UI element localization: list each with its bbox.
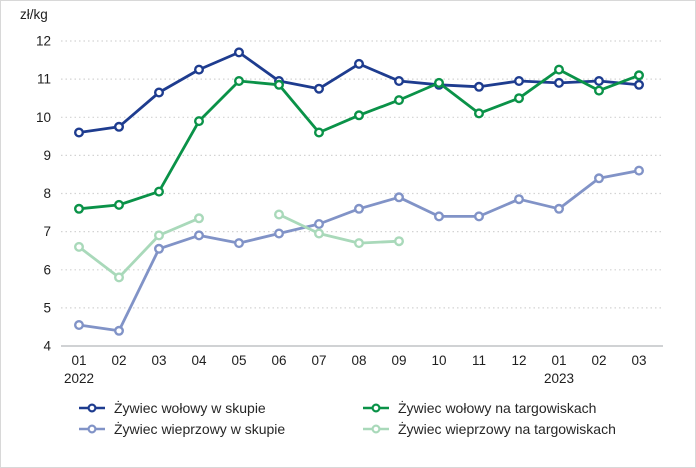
legend-item-pork-marketplace: Żywiec wieprzowy na targowiskach bbox=[363, 420, 616, 438]
data-point-marker bbox=[73, 241, 84, 252]
x-tick-label: 02 bbox=[111, 353, 126, 368]
y-tick-label: 9 bbox=[43, 148, 51, 163]
legend-item-beef-marketplace: Żywiec wołowy na targowiskach bbox=[363, 399, 596, 417]
data-point-marker bbox=[394, 95, 405, 106]
data-point-marker bbox=[594, 173, 605, 184]
data-point-marker bbox=[354, 238, 365, 249]
x-tick-label: 11 bbox=[472, 353, 486, 368]
x-year-label: 2022 bbox=[64, 371, 94, 386]
x-tick-label: 01 bbox=[71, 353, 86, 368]
data-point-marker bbox=[153, 243, 164, 254]
data-point-marker bbox=[514, 194, 525, 205]
data-point-marker bbox=[354, 110, 365, 121]
y-tick-label: 5 bbox=[43, 300, 51, 315]
x-tick-label: 08 bbox=[351, 353, 366, 368]
data-point-marker bbox=[394, 192, 405, 203]
x-tick-label: 03 bbox=[151, 353, 166, 368]
legend-line-marker-icon bbox=[79, 424, 105, 434]
y-tick-label: 11 bbox=[37, 72, 51, 87]
legend-label: Żywiec wołowy w skupie bbox=[114, 400, 266, 416]
data-point-marker bbox=[274, 79, 285, 90]
series-line-3 bbox=[77, 216, 201, 279]
data-point-marker bbox=[634, 70, 645, 81]
data-point-marker bbox=[394, 75, 405, 86]
x-tick-label: 05 bbox=[231, 353, 246, 368]
x-tick-label: 06 bbox=[271, 353, 286, 368]
data-point-marker bbox=[73, 203, 84, 214]
x-tick-label: 07 bbox=[311, 353, 326, 368]
data-point-marker bbox=[554, 64, 565, 75]
legend-label: Żywiec wołowy na targowiskach bbox=[398, 400, 597, 416]
x-tick-label: 09 bbox=[391, 353, 406, 368]
data-point-marker bbox=[474, 108, 485, 119]
data-point-marker bbox=[233, 75, 244, 86]
data-point-marker bbox=[113, 121, 124, 132]
data-point-marker bbox=[113, 199, 124, 210]
legend-label: Żywiec wieprzowy na targowiskach bbox=[398, 421, 616, 437]
legend-item-pork-procurement: Żywiec wieprzowy w skupie bbox=[79, 420, 285, 438]
y-tick-label: 6 bbox=[43, 262, 51, 277]
data-point-marker bbox=[193, 230, 204, 241]
y-tick-label: 10 bbox=[36, 110, 51, 125]
data-point-marker bbox=[434, 211, 445, 222]
legend-line-marker-icon bbox=[363, 424, 389, 434]
legend-line-marker-icon bbox=[79, 403, 105, 413]
data-point-marker bbox=[113, 325, 124, 336]
data-point-marker bbox=[474, 81, 485, 92]
data-point-marker bbox=[594, 75, 605, 86]
data-point-marker bbox=[274, 228, 285, 239]
data-point-marker bbox=[193, 213, 204, 224]
y-tick-label: 12 bbox=[36, 34, 51, 49]
data-point-marker bbox=[634, 165, 645, 176]
data-point-marker bbox=[233, 47, 244, 58]
series-line-3 bbox=[277, 213, 401, 245]
data-point-marker bbox=[354, 58, 365, 69]
data-point-marker bbox=[394, 236, 405, 247]
y-tick-label: 7 bbox=[43, 224, 51, 239]
data-point-marker bbox=[73, 127, 84, 138]
data-point-marker bbox=[193, 116, 204, 127]
data-point-marker bbox=[354, 203, 365, 214]
data-point-marker bbox=[554, 203, 565, 214]
y-tick-label: 4 bbox=[43, 339, 51, 354]
y-tick-label: 8 bbox=[43, 186, 51, 201]
data-point-marker bbox=[193, 64, 204, 75]
data-point-marker bbox=[314, 218, 325, 229]
x-tick-label: 10 bbox=[431, 353, 446, 368]
data-point-marker bbox=[73, 320, 84, 331]
data-point-marker bbox=[274, 209, 285, 220]
data-point-marker bbox=[634, 79, 645, 90]
y-axis-unit-label: zł/kg bbox=[20, 7, 48, 22]
data-point-marker bbox=[153, 87, 164, 98]
data-point-marker bbox=[153, 230, 164, 241]
legend-label: Żywiec wieprzowy w skupie bbox=[114, 421, 286, 437]
data-point-marker bbox=[594, 85, 605, 96]
x-tick-label: 03 bbox=[631, 353, 646, 368]
x-tick-label: 04 bbox=[191, 353, 207, 368]
legend-item-beef-procurement: Żywiec wołowy w skupie bbox=[79, 399, 266, 417]
data-point-marker bbox=[153, 186, 164, 197]
x-year-label: 2023 bbox=[544, 371, 574, 386]
data-point-marker bbox=[233, 238, 244, 249]
x-tick-label: 01 bbox=[551, 353, 566, 368]
data-point-marker bbox=[314, 127, 325, 138]
data-point-marker bbox=[113, 272, 124, 283]
data-point-marker bbox=[314, 228, 325, 239]
data-point-marker bbox=[514, 93, 525, 104]
x-tick-label: 12 bbox=[511, 353, 526, 368]
x-tick-label: 02 bbox=[591, 353, 606, 368]
data-point-marker bbox=[554, 77, 565, 88]
data-point-marker bbox=[314, 83, 325, 94]
legend-line-marker-icon bbox=[363, 403, 389, 413]
data-point-marker bbox=[514, 75, 525, 86]
data-point-marker bbox=[474, 211, 485, 222]
data-point-marker bbox=[434, 77, 445, 88]
